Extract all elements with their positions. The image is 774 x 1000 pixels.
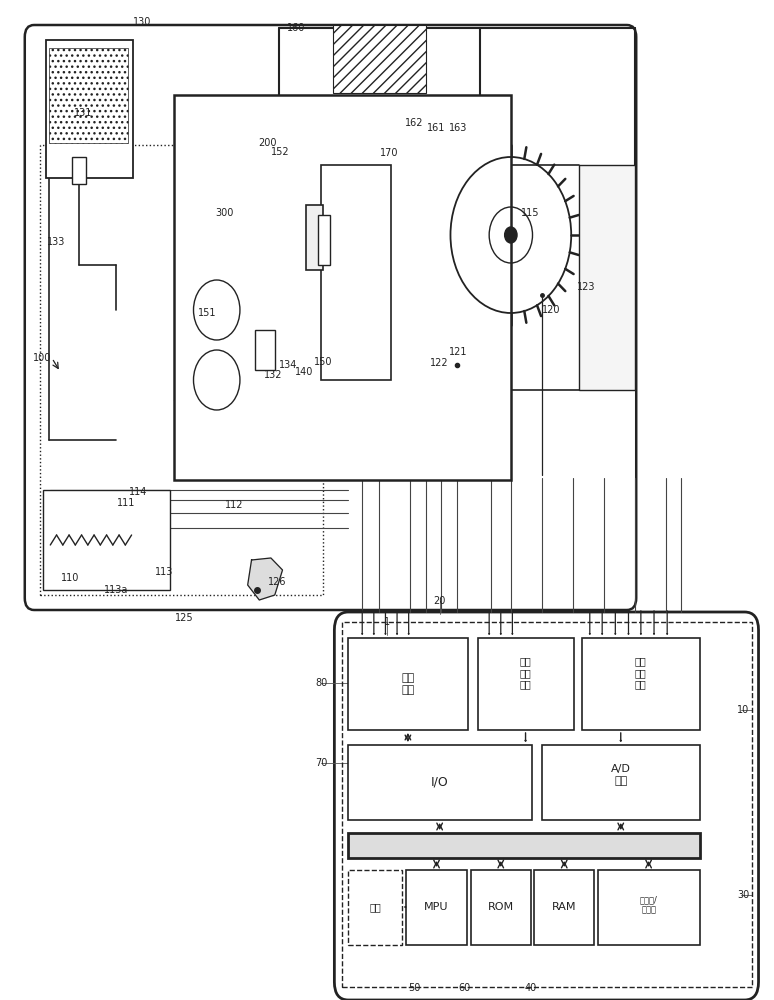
Text: 150: 150 — [313, 357, 332, 367]
Text: I/O: I/O — [431, 776, 448, 788]
Bar — [40, 145, 323, 595]
FancyBboxPatch shape — [334, 612, 759, 1000]
Text: 133: 133 — [46, 237, 65, 247]
Text: 输出
电路: 输出 电路 — [401, 673, 415, 695]
Text: 126: 126 — [268, 577, 286, 587]
Bar — [406, 870, 467, 945]
Text: 60: 60 — [458, 983, 471, 993]
Text: 40: 40 — [524, 983, 536, 993]
Bar — [471, 870, 531, 945]
Bar — [348, 833, 700, 858]
Text: 200: 200 — [258, 138, 276, 148]
Bar — [579, 165, 635, 390]
Bar — [318, 215, 330, 265]
FancyBboxPatch shape — [25, 25, 636, 610]
Text: 20: 20 — [433, 596, 446, 606]
Bar — [598, 870, 700, 945]
Text: ROM: ROM — [488, 902, 514, 912]
Bar — [348, 638, 468, 730]
Text: 131: 131 — [74, 108, 93, 118]
Text: 115: 115 — [521, 208, 539, 218]
Text: 121: 121 — [449, 347, 467, 357]
Text: 300: 300 — [215, 208, 234, 218]
Bar — [46, 40, 133, 178]
Text: 163: 163 — [449, 123, 467, 133]
Text: 120: 120 — [542, 305, 560, 315]
Text: 100: 100 — [33, 353, 52, 363]
Bar — [174, 95, 511, 480]
Text: 130: 130 — [132, 17, 151, 27]
Text: 152: 152 — [271, 147, 289, 157]
Text: MPU: MPU — [424, 902, 449, 912]
Bar — [348, 870, 402, 945]
Text: 132: 132 — [264, 370, 283, 380]
Text: 134: 134 — [279, 360, 297, 370]
Text: A/D
変換: A/D 変換 — [611, 764, 631, 786]
Text: 70: 70 — [315, 758, 327, 768]
Text: 时钟: 时钟 — [369, 902, 382, 912]
Bar — [478, 638, 574, 730]
Text: RAM: RAM — [552, 902, 577, 912]
Text: 112: 112 — [224, 500, 243, 510]
Bar — [534, 870, 594, 945]
Bar — [342, 622, 752, 987]
Text: 110: 110 — [60, 573, 79, 583]
Text: 时时器/
示数器: 时时器/ 示数器 — [639, 895, 658, 915]
Bar — [542, 745, 700, 820]
Text: 30: 30 — [737, 890, 749, 900]
Bar — [582, 638, 700, 730]
Text: 114: 114 — [128, 487, 147, 497]
Bar — [333, 25, 426, 93]
Text: 111: 111 — [117, 498, 135, 508]
Text: 模拟
输入
电路: 模拟 输入 电路 — [635, 656, 647, 690]
Bar — [49, 48, 128, 143]
Text: 122: 122 — [430, 358, 449, 368]
Text: 123: 123 — [577, 282, 596, 292]
Text: 170: 170 — [380, 148, 399, 158]
Bar — [255, 330, 275, 370]
Text: 1: 1 — [384, 617, 390, 627]
Bar — [306, 205, 323, 270]
Circle shape — [505, 227, 517, 243]
Text: 125: 125 — [175, 613, 194, 623]
Text: 113a: 113a — [104, 585, 128, 595]
Text: 151: 151 — [198, 308, 217, 318]
Bar — [348, 745, 532, 820]
Bar — [72, 157, 86, 184]
Text: 161: 161 — [426, 123, 445, 133]
Text: 160: 160 — [287, 23, 306, 33]
Bar — [321, 165, 391, 380]
Text: 113: 113 — [155, 567, 173, 577]
Text: 162: 162 — [405, 118, 423, 128]
Text: 140: 140 — [295, 367, 313, 377]
Text: 50: 50 — [408, 983, 420, 993]
Text: 80: 80 — [315, 678, 327, 688]
Polygon shape — [248, 558, 283, 600]
Text: 10: 10 — [737, 705, 749, 715]
Text: 数字
输入
电路: 数字 输入 电路 — [519, 656, 532, 690]
Bar — [43, 490, 170, 590]
